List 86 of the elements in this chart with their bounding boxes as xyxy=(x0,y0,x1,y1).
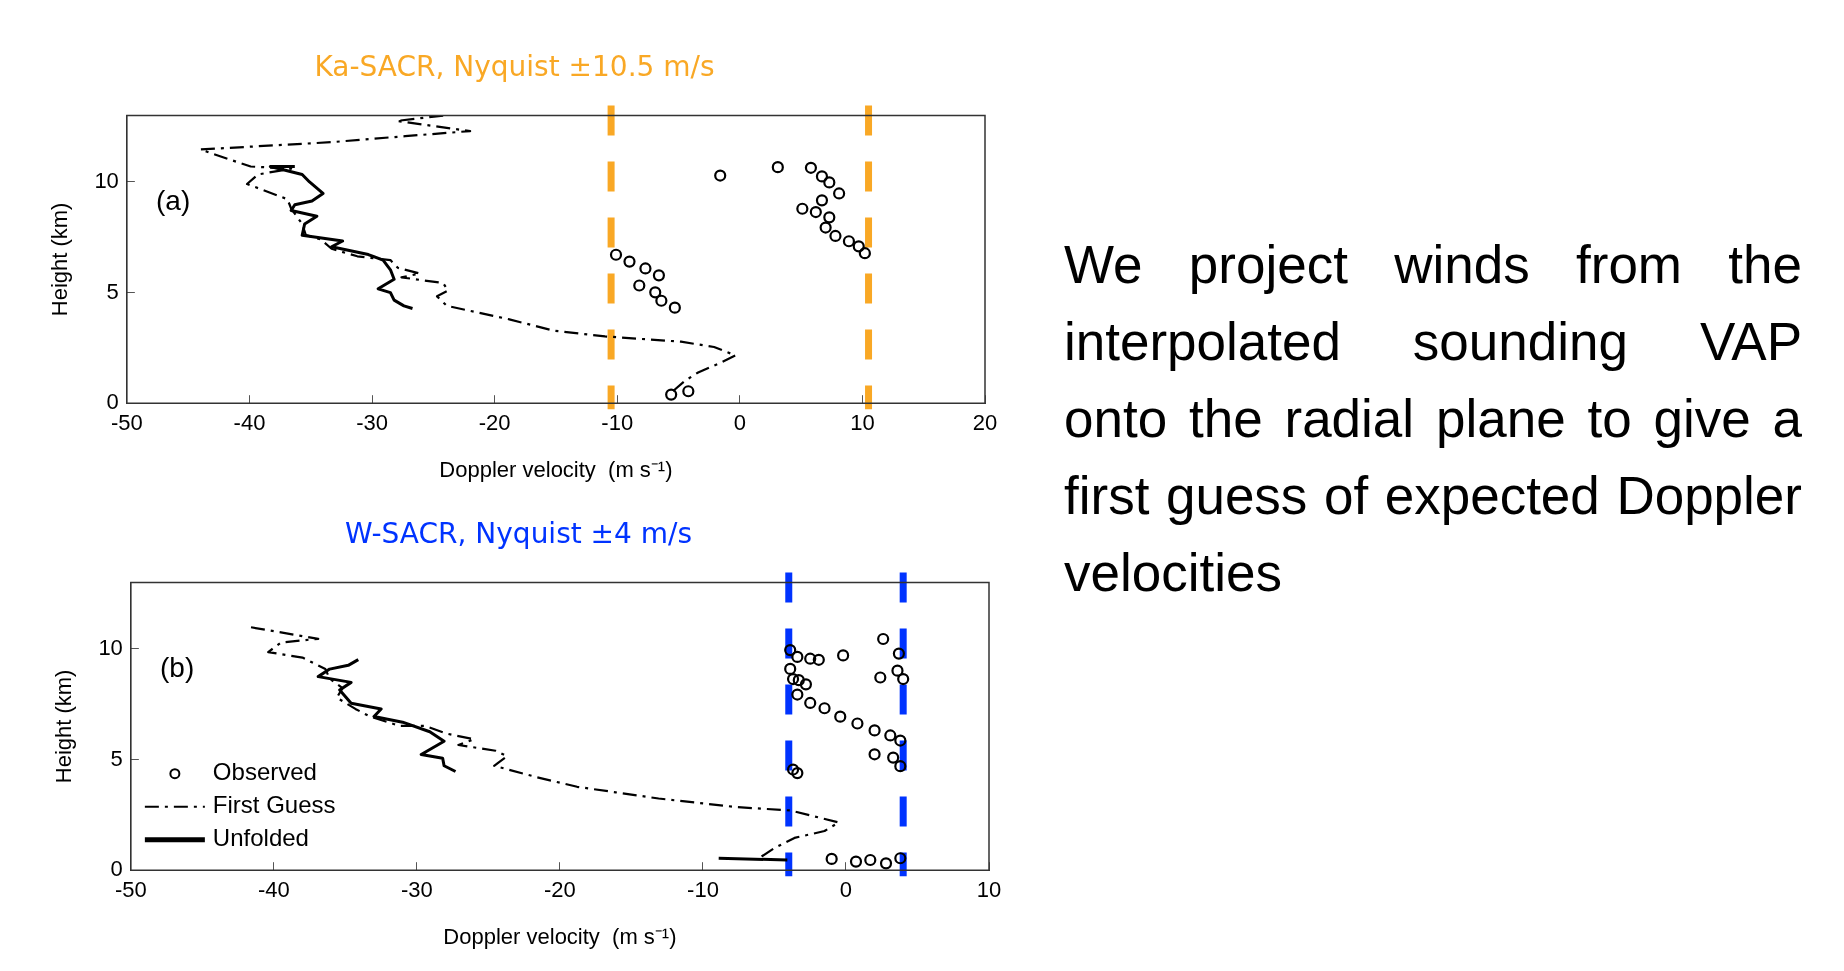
point xyxy=(818,702,831,715)
point xyxy=(784,643,797,657)
point xyxy=(804,696,817,710)
point xyxy=(837,649,850,662)
point xyxy=(652,269,666,282)
legend-label: Unfolded xyxy=(212,824,309,852)
x-tick-label: -30 xyxy=(401,877,433,903)
point xyxy=(796,202,809,215)
y-axis-title: Height (km) xyxy=(47,202,73,317)
x-axis-title: Doppler velocity (m s⁻¹) xyxy=(439,456,673,482)
point xyxy=(874,671,887,684)
x-axis-title: Doppler velocity (m s⁻¹) xyxy=(443,923,677,949)
point xyxy=(784,662,797,675)
point xyxy=(633,279,646,292)
point xyxy=(897,672,910,686)
point xyxy=(791,766,804,780)
point xyxy=(804,652,817,665)
point xyxy=(799,678,813,691)
y-tick-label: 5 xyxy=(110,745,123,771)
point xyxy=(668,301,681,314)
legend-label: Observed xyxy=(212,758,317,786)
point xyxy=(858,247,871,260)
point xyxy=(786,763,800,776)
x-tick-label: -20 xyxy=(544,877,576,903)
point xyxy=(849,855,863,868)
point xyxy=(791,688,804,701)
x-tick-label: 20 xyxy=(972,410,998,436)
point xyxy=(833,187,846,200)
point xyxy=(682,385,695,398)
point xyxy=(884,729,897,742)
legend-label: First Guess xyxy=(212,791,336,819)
chart-title: Ka-SACR, Nyquist ±10.5 m/s xyxy=(314,50,715,84)
point xyxy=(819,221,832,234)
point xyxy=(812,653,825,666)
point xyxy=(851,717,864,730)
x-tick-label: -10 xyxy=(687,877,719,903)
point xyxy=(771,161,784,174)
x-tick-label: -30 xyxy=(356,410,388,436)
point xyxy=(894,734,907,747)
point xyxy=(892,647,905,660)
chart-title: W-SACR, Nyquist ±4 m/s xyxy=(344,517,693,551)
point xyxy=(809,205,822,219)
point xyxy=(823,176,836,189)
x-tick-label: -10 xyxy=(601,410,634,436)
annotation: (a) xyxy=(156,184,191,216)
point xyxy=(894,760,907,773)
x-tick-label: 0 xyxy=(839,877,853,903)
point xyxy=(649,286,662,299)
point xyxy=(655,294,668,307)
x-tick-label: -20 xyxy=(478,410,511,436)
point xyxy=(829,229,842,243)
point xyxy=(791,650,804,664)
annotation: (b) xyxy=(160,651,195,683)
point xyxy=(842,235,856,248)
x-tick-label: -40 xyxy=(233,410,266,436)
point xyxy=(825,852,838,866)
point xyxy=(815,170,829,183)
x-tick-label: 10 xyxy=(850,410,875,436)
x-tick-label: 0 xyxy=(733,410,746,436)
point xyxy=(804,161,818,174)
point xyxy=(823,211,836,224)
point xyxy=(868,748,881,761)
point xyxy=(609,248,623,261)
point xyxy=(792,674,805,687)
point xyxy=(887,751,900,764)
point xyxy=(786,672,800,686)
point xyxy=(623,255,636,268)
point xyxy=(868,724,881,737)
point xyxy=(852,240,865,253)
point xyxy=(815,194,829,207)
point xyxy=(894,852,907,865)
y-tick-label: 10 xyxy=(94,168,119,194)
point xyxy=(877,632,890,646)
point xyxy=(639,262,652,275)
y-tick-label: 10 xyxy=(98,635,123,661)
point xyxy=(834,710,847,723)
y-tick-label: 5 xyxy=(106,278,119,304)
point xyxy=(864,853,877,867)
x-tick-label: 10 xyxy=(976,877,1002,903)
point xyxy=(879,857,893,870)
point xyxy=(665,388,678,401)
y-axis-title: Height (km) xyxy=(51,669,77,784)
text: We project winds from the interpolated sounding VAP onto the radial plane to give a first guess of expected Doppler velocities xyxy=(1064,234,1802,604)
x-tick-label: -40 xyxy=(257,877,290,903)
point xyxy=(714,169,727,182)
point xyxy=(891,664,904,677)
